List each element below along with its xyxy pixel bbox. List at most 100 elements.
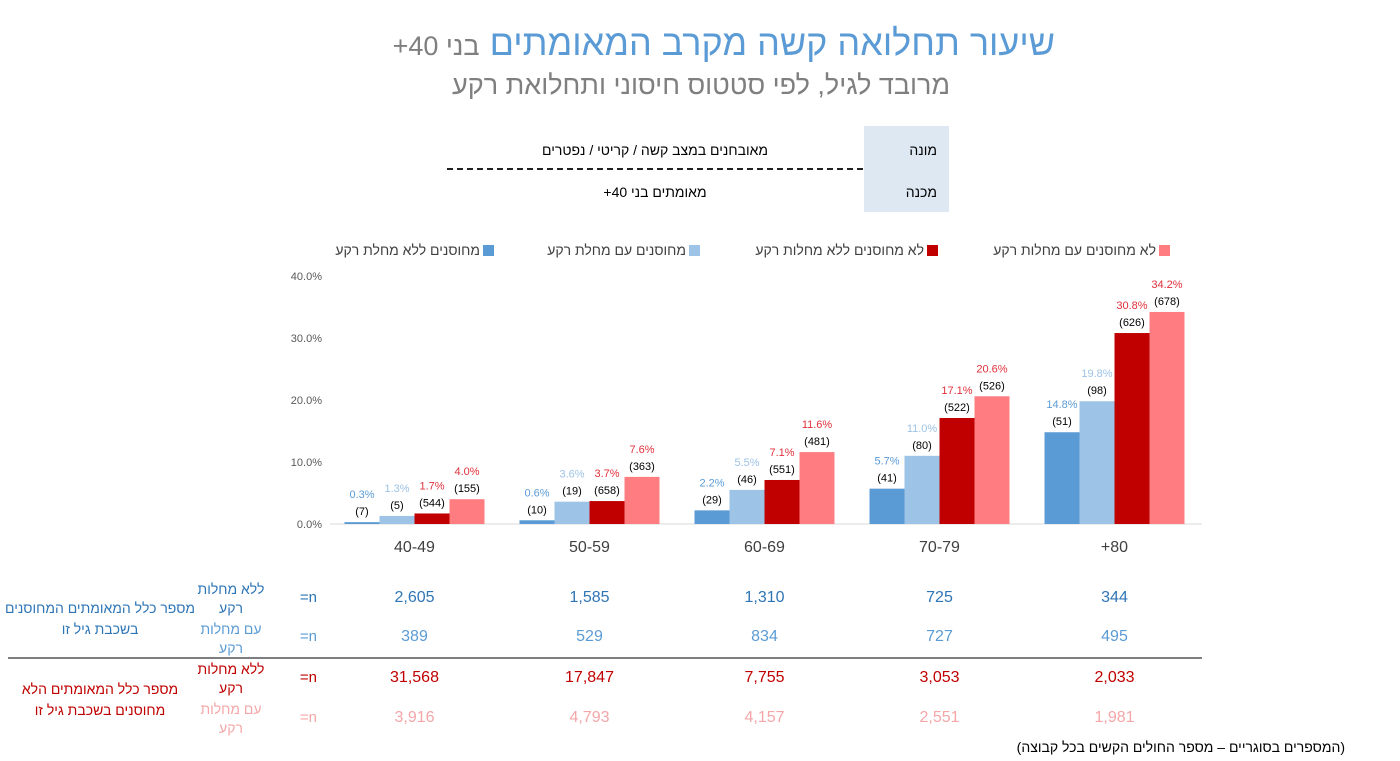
y-tick-label: 40.0%	[291, 271, 322, 283]
bar-count-label: (363)	[629, 461, 655, 473]
footnote: (המספרים בסוגריים – מספר החולים הקשים בכ…	[1016, 739, 1345, 755]
bar-count-label: (5)	[390, 500, 403, 512]
row-label-vacc-no-comorb: ללא מחלות רקע	[197, 581, 265, 616]
denominator-label: מכנה	[905, 184, 937, 200]
x-tick-label: +80	[1101, 539, 1128, 556]
bar-count-label: (10)	[527, 504, 547, 516]
bar-value-label: 7.6%	[629, 444, 654, 456]
bar-chart: 0.0% 10.0% 20.0% 30.0% 40.0% 40-49 (7) 0.3% (5) 1…	[291, 271, 1202, 556]
table-divider	[8, 657, 1202, 659]
bar-value-label: 11.0%	[907, 423, 938, 435]
bar	[344, 522, 380, 524]
unvaccinated-group-label: מספר כלל המאומתים הלא מחוסנים בשכבת גיל …	[21, 681, 179, 718]
legend-swatch	[927, 244, 938, 256]
table-cell: 725	[926, 589, 953, 606]
n-label: n=	[299, 709, 317, 726]
x-tick-label: 60-69	[744, 539, 785, 556]
bar-value-label: 4.0%	[454, 466, 479, 478]
row-label-unvacc-no-comorb: ללא מחלות רקע	[197, 661, 265, 696]
bar	[1044, 432, 1080, 524]
bar-count-label: (7)	[355, 506, 368, 518]
legend-swatch	[1159, 244, 1170, 256]
bar	[449, 499, 485, 524]
bar-value-label: 17.1%	[941, 385, 972, 397]
bar-value-label: 3.7%	[594, 468, 619, 480]
table-cell: 3,053	[919, 669, 960, 686]
table-cell: 389	[401, 628, 428, 645]
table-cell: 1,585	[569, 589, 610, 606]
row-label-vacc-comorb: עם מחלות רקע	[200, 621, 262, 656]
subtitle: מרובד לגיל, לפי סטטוס חיסוני ותחלואת רקע	[452, 70, 950, 100]
table-cell: 2,605	[394, 589, 435, 606]
bar-count-label: (98)	[1087, 385, 1107, 397]
n-label: n=	[299, 669, 317, 686]
y-tick-label: 0.0%	[297, 519, 322, 531]
bar-count-label: (80)	[912, 440, 932, 452]
bar	[379, 515, 415, 524]
bar-value-label: 19.8%	[1081, 368, 1112, 380]
table-cell: 529	[576, 628, 603, 645]
bar-count-label: (19)	[562, 486, 582, 498]
n-label: n=	[299, 628, 317, 645]
x-tick-label: 40-49	[394, 539, 435, 556]
bar	[974, 396, 1010, 524]
table-cell: 834	[751, 628, 778, 645]
table-cell: 1,981	[1094, 709, 1135, 726]
bar	[624, 476, 660, 524]
denominator-text: מאומתים בני 40+	[603, 184, 707, 200]
fraction-divider	[447, 168, 863, 170]
bar	[414, 513, 450, 524]
row-label-unvacc-comorb: עם מחלות רקע	[200, 701, 262, 736]
bar-value-label: 11.6%	[802, 419, 833, 431]
bar-value-label: 14.8%	[1046, 399, 1077, 411]
title-main: שיעור תחלואה קשה מקרב המאומתים	[489, 22, 1055, 63]
bar-count-label: (29)	[702, 494, 722, 506]
table-cell: 2,551	[919, 709, 960, 726]
bar-value-label: 2.2%	[699, 477, 724, 489]
table-cell: 727	[926, 628, 953, 645]
legend-label: מחוסנים ללא מחלת רקע	[335, 242, 480, 258]
bar	[869, 488, 905, 524]
title-suffix: בני 40+	[392, 31, 480, 61]
x-tick-label: 70-79	[919, 539, 960, 556]
table-cell: 2,033	[1094, 669, 1135, 686]
legend-label: לא מחוסנים ללא מחלות רקע	[755, 242, 924, 258]
legend-item-unvacc-no-comorb: לא מחוסנים ללא מחלות רקע	[755, 242, 938, 258]
bar-count-label: (51)	[1052, 416, 1072, 428]
table-cell: 1,310	[744, 589, 785, 606]
bar	[764, 479, 800, 524]
table-cell: 7,755	[744, 669, 785, 686]
numerator-label: מונה	[909, 142, 937, 158]
bar-count-label: (46)	[737, 474, 757, 486]
bar-value-label: 7.1%	[769, 447, 794, 459]
numerator-text: מאובחנים במצב קשה / קריטי / נפטרים	[541, 142, 768, 158]
bar	[519, 520, 555, 524]
page-title: שיעור תחלואה קשה מקרב המאומתים בני 40+	[0, 22, 1055, 64]
table-cell: 344	[1101, 589, 1128, 606]
y-tick-label: 30.0%	[291, 333, 322, 345]
bar-value-label: 30.8%	[1116, 300, 1147, 312]
legend-label: מחוסנים עם מחלת רקע	[547, 242, 686, 258]
legend-item-unvacc-comorb: לא מחוסנים עם מחלות רקע	[993, 242, 1170, 258]
table-cell: 4,793	[569, 709, 610, 726]
table-cell: 31,568	[390, 669, 439, 686]
table-cell: 495	[1101, 628, 1128, 645]
bar-count-label: (522)	[944, 402, 970, 414]
bar	[729, 489, 765, 524]
bar-count-label: (658)	[594, 485, 620, 497]
table-cell: 4,157	[744, 709, 785, 726]
bar	[904, 455, 940, 524]
bar	[1114, 333, 1150, 524]
bar-count-label: (544)	[419, 497, 445, 509]
bar-count-label: (41)	[877, 473, 897, 485]
legend-item-vacc-comorb: מחוסנים עם מחלת רקע	[547, 242, 700, 258]
bar	[589, 501, 625, 524]
bar	[554, 501, 590, 524]
legend-swatch	[483, 244, 494, 256]
bar	[799, 452, 835, 524]
bar-count-label: (481)	[804, 436, 830, 448]
legend-swatch	[689, 244, 700, 256]
bar-count-label: (155)	[454, 483, 480, 495]
bar-value-label: 5.7%	[874, 456, 899, 468]
